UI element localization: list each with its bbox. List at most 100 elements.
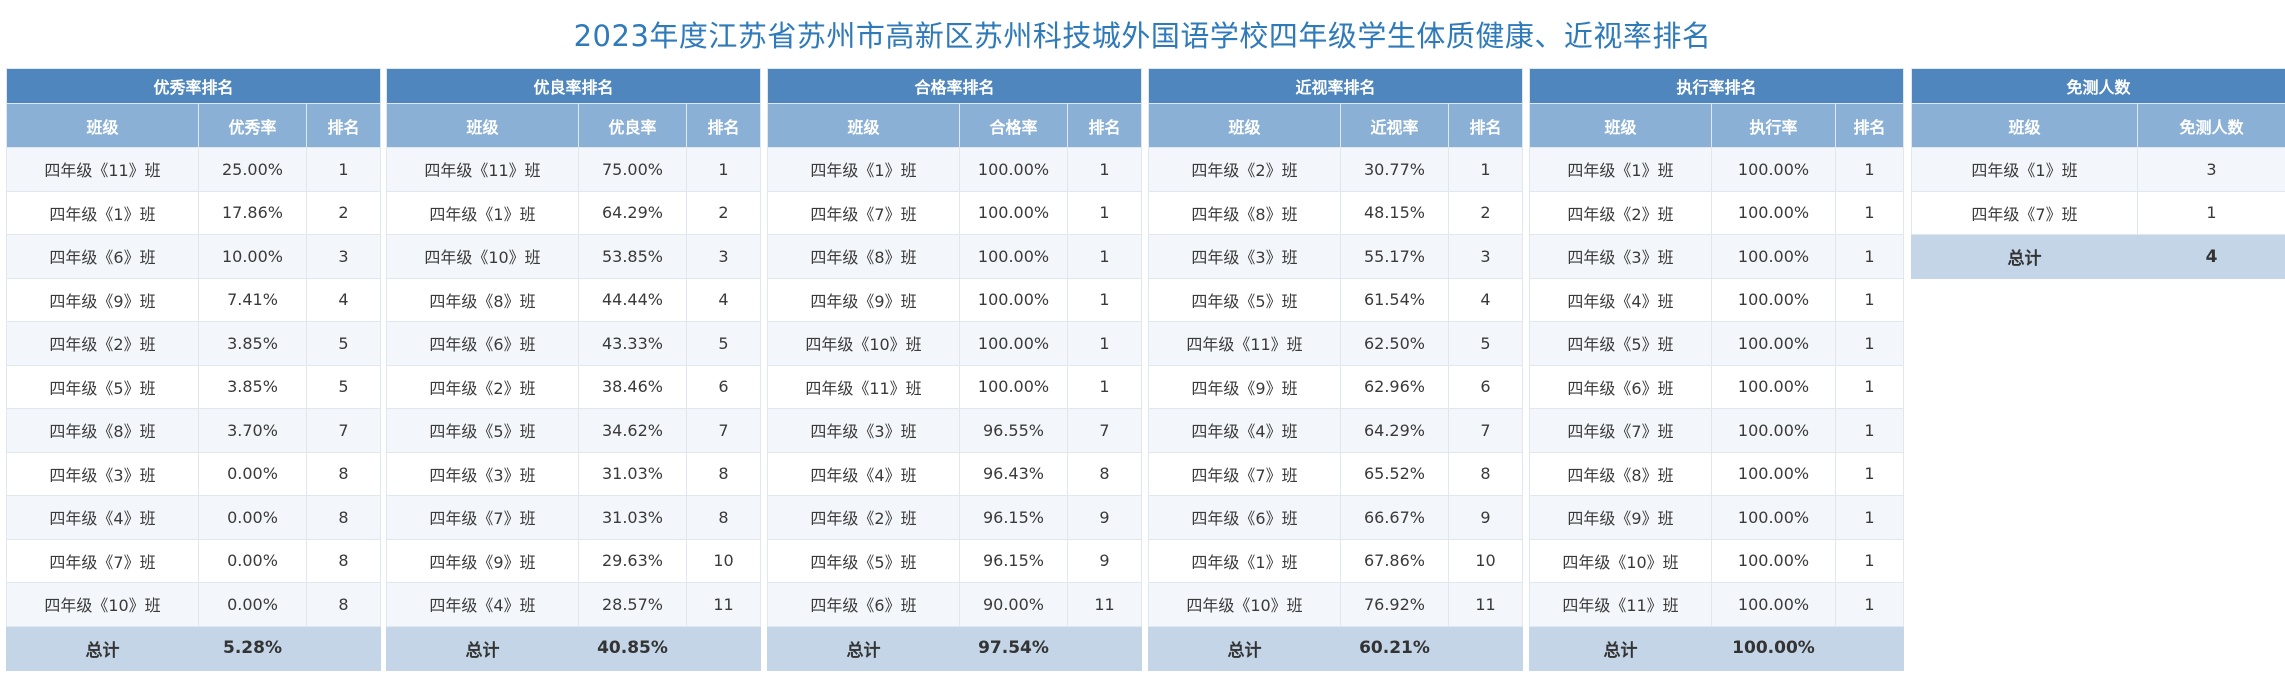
table-cell: 7: [305, 408, 382, 453]
table-cell: 四年级《4》班: [767, 451, 960, 496]
table-row: 四年级《9》班 62.96% 6: [1148, 364, 1524, 409]
table-cell: 7: [1447, 408, 1524, 453]
table-cell: 3: [305, 234, 382, 279]
table-cell: 38.46%: [578, 364, 687, 409]
table-cell: 31.03%: [578, 495, 687, 540]
table-cell: 2: [305, 190, 382, 235]
table-row: 四年级《5》班 34.62% 7: [386, 408, 762, 453]
table-cell: 100.00%: [959, 147, 1068, 192]
table-cell: 四年级《3》班: [1148, 234, 1341, 279]
table-row: 四年级《1》班 64.29% 2: [386, 190, 762, 235]
total-cell: 40.85%: [578, 625, 687, 671]
table-cell: 7: [685, 408, 762, 453]
total-row: 总计 100.00%: [1529, 625, 1905, 671]
table-row: 四年级《10》班 0.00% 8: [6, 582, 382, 627]
table-cell: 53.85%: [578, 234, 687, 279]
table-cell: 四年级《8》班: [767, 234, 960, 279]
table-cell: 四年级《2》班: [1529, 190, 1712, 235]
table-cell: 四年级《9》班: [6, 277, 199, 322]
table-cell: 9: [1447, 495, 1524, 540]
table-row: 四年级《6》班 90.00% 11: [767, 582, 1143, 627]
table-row: 四年级《1》班 67.86% 10: [1148, 538, 1524, 583]
table-row: 四年级《5》班 100.00% 1: [1529, 321, 1905, 366]
table-cell: 66.67%: [1340, 495, 1449, 540]
table-row: 四年级《7》班 0.00% 8: [6, 538, 382, 583]
table-cell: 1: [1834, 408, 1905, 453]
column-header: 免测人数: [2136, 103, 2285, 148]
total-cell: [1834, 625, 1905, 671]
table-cell: 64.29%: [578, 190, 687, 235]
table-cell: 四年级《7》班: [1911, 190, 2138, 235]
table-cell: 67.86%: [1340, 538, 1449, 583]
table-cell: 1: [1834, 451, 1905, 496]
table-cell: 34.62%: [578, 408, 687, 453]
table-cell: 76.92%: [1340, 582, 1449, 627]
table-heading: 近视率排名: [1147, 68, 1524, 104]
table-cell: 四年级《7》班: [767, 190, 960, 235]
table-row: 四年级《4》班 100.00% 1: [1529, 277, 1905, 322]
table-cell: 3.85%: [198, 321, 307, 366]
table-cell: 3: [1447, 234, 1524, 279]
table-cell: 5: [685, 321, 762, 366]
table-cell: 四年级《7》班: [386, 495, 579, 540]
table-row: 四年级《4》班 96.43% 8: [767, 451, 1143, 496]
table-cell: 5: [1447, 321, 1524, 366]
table-cell: 1: [1834, 234, 1905, 279]
table-row: 四年级《6》班 10.00% 3: [6, 234, 382, 279]
total-cell: 100.00%: [1711, 625, 1836, 671]
table-cell: 1: [2136, 190, 2285, 235]
table-cell: 四年级《8》班: [6, 408, 199, 453]
table-cell: 8: [685, 451, 762, 496]
table-cell: 6: [685, 364, 762, 409]
table-cell: 44.44%: [578, 277, 687, 322]
table-heading: 执行率排名: [1528, 68, 1905, 104]
table-cell: 四年级《11》班: [6, 147, 199, 192]
table-cell: 11: [1066, 582, 1143, 627]
table-cell: 100.00%: [1711, 321, 1836, 366]
total-row: 总计 60.21%: [1148, 625, 1524, 671]
table-cell: 8: [305, 582, 382, 627]
table-row: 四年级《3》班 96.55% 7: [767, 408, 1143, 453]
table-row: 四年级《2》班 38.46% 6: [386, 364, 762, 409]
column-header: 执行率: [1711, 103, 1836, 148]
table-cell: 3: [2136, 147, 2285, 192]
table-row: 四年级《2》班 30.77% 1: [1148, 147, 1524, 192]
table-cell: 100.00%: [1711, 582, 1836, 627]
table-row: 四年级《7》班 65.52% 8: [1148, 451, 1524, 496]
table-row: 四年级《7》班 100.00% 1: [767, 190, 1143, 235]
table-row: 四年级《9》班 7.41% 4: [6, 277, 382, 322]
table-cell: 四年级《4》班: [6, 495, 199, 540]
table-row: 四年级《9》班 100.00% 1: [767, 277, 1143, 322]
table-cell: 100.00%: [1711, 451, 1836, 496]
table-row: 四年级《10》班 100.00% 1: [1529, 538, 1905, 583]
table-row: 四年级《6》班 100.00% 1: [1529, 364, 1905, 409]
table-cell: 28.57%: [578, 582, 687, 627]
table-cell: 四年级《1》班: [1529, 147, 1712, 192]
column-header: 优秀率: [198, 103, 307, 148]
table-cell: 四年级《10》班: [386, 234, 579, 279]
table-cell: 10: [685, 538, 762, 583]
total-cell: [305, 625, 382, 671]
table-cell: 四年级《8》班: [1529, 451, 1712, 496]
table-cell: 1: [1834, 321, 1905, 366]
table-row: 四年级《9》班 100.00% 1: [1529, 495, 1905, 540]
table-cell: 四年级《3》班: [6, 451, 199, 496]
column-header: 班级: [386, 103, 579, 148]
column-header: 排名: [1834, 103, 1905, 148]
table-cell: 4: [685, 277, 762, 322]
table-cell: 四年级《1》班: [767, 147, 960, 192]
table-cell: 8: [305, 495, 382, 540]
table-cell: 1: [1834, 277, 1905, 322]
table-cell: 62.50%: [1340, 321, 1449, 366]
table-cell: 四年级《2》班: [386, 364, 579, 409]
table-row: 四年级《2》班 96.15% 9: [767, 495, 1143, 540]
table-heading: 优良率排名: [385, 68, 762, 104]
table-good-rate: 优良率排名 班级 优良率 排名 四年级《11》班 75.00% 1 四年级《1》班 64.29%…: [385, 68, 762, 671]
table-cell: 四年级《1》班: [1148, 538, 1341, 583]
table-row: 四年级《10》班 76.92% 11: [1148, 582, 1524, 627]
table-cell: 100.00%: [1711, 364, 1836, 409]
table-row: 四年级《10》班 53.85% 3: [386, 234, 762, 279]
table-row: 四年级《3》班 55.17% 3: [1148, 234, 1524, 279]
table-cell: 4: [305, 277, 382, 322]
table-cell: 四年级《11》班: [386, 147, 579, 192]
